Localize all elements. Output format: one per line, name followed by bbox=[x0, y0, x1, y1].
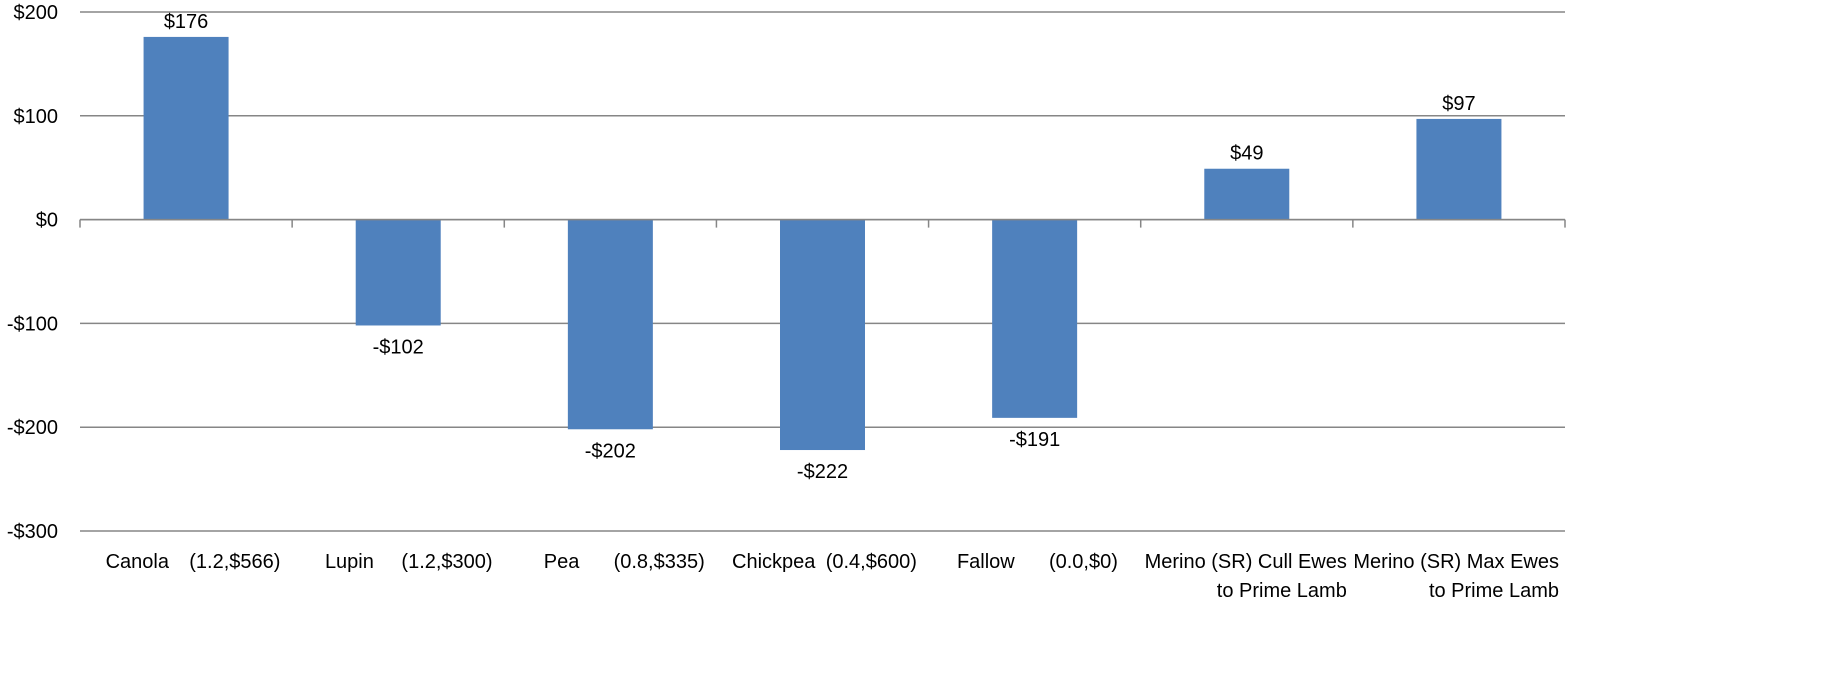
data-label: $176 bbox=[164, 11, 209, 33]
data-labels: $176 -$102 -$202 -$222 -$191 $49 $97 bbox=[164, 11, 1476, 483]
y-tick-label: $0 bbox=[36, 210, 58, 232]
data-label: $49 bbox=[1230, 143, 1263, 165]
x-tick-label: Canola bbox=[106, 551, 170, 573]
data-label: -$222 bbox=[797, 461, 848, 483]
y-tick-label: -$200 bbox=[7, 417, 58, 439]
data-label: -$102 bbox=[373, 336, 424, 358]
x-tick-label: (1.2,$566) bbox=[189, 551, 280, 573]
bar bbox=[355, 219, 441, 326]
x-tick-label: to Prime Lamb bbox=[1429, 580, 1559, 602]
x-tick-label: Chickpea bbox=[732, 551, 816, 573]
bar bbox=[992, 219, 1078, 418]
x-tick-label: Fallow bbox=[957, 551, 1015, 573]
x-axis: Canola (1.2,$566) Lupin (1.2,$300) Pea (0.8,$… bbox=[79, 218, 1566, 602]
bars bbox=[143, 36, 1502, 451]
y-tick-label: -$300 bbox=[7, 521, 58, 543]
x-tick-label: Merino (SR) Max Ewes bbox=[1353, 551, 1559, 573]
x-tick-label: Lupin bbox=[325, 551, 374, 573]
bar bbox=[1416, 118, 1502, 220]
data-label: -$191 bbox=[1009, 429, 1060, 451]
bar bbox=[780, 219, 865, 451]
data-label: $97 bbox=[1442, 93, 1475, 115]
y-tick-label: $100 bbox=[14, 106, 59, 128]
x-tick-label: Merino (SR) Cull Ewes bbox=[1145, 551, 1347, 573]
x-tick-label: to Prime Lamb bbox=[1217, 580, 1347, 602]
y-tick-label: $200 bbox=[14, 2, 59, 24]
x-tick-label: (0.0,$0) bbox=[1049, 551, 1118, 573]
bar bbox=[1204, 168, 1290, 220]
bar bbox=[143, 36, 229, 220]
bar bbox=[567, 219, 653, 430]
y-tick-label: -$100 bbox=[7, 313, 58, 335]
x-tick-label: (0.4,$600) bbox=[826, 551, 917, 573]
data-label: -$202 bbox=[585, 440, 636, 462]
y-axis: $200 $100 $0 -$100 -$200 -$300 bbox=[7, 2, 58, 543]
x-tick-label: (1.2,$300) bbox=[401, 551, 492, 573]
x-tick-label: Pea bbox=[544, 551, 580, 573]
x-tick-label: (0.8,$335) bbox=[614, 551, 705, 573]
